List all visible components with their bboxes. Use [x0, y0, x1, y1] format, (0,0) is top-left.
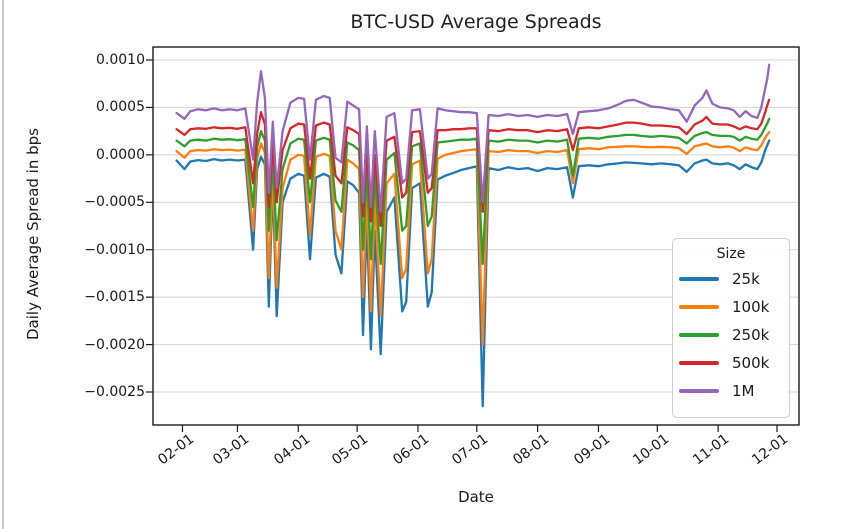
legend-line-swatch — [679, 277, 719, 281]
series-line-100k — [175, 130, 771, 346]
y-tick-label: 0.0005 — [96, 99, 145, 116]
legend-entry-250k: 250k — [673, 321, 789, 349]
legend-entry-500k: 500k — [673, 349, 789, 377]
legend-title: Size — [716, 246, 746, 262]
page-left-border — [2, 0, 4, 529]
series-line-250k — [175, 117, 771, 266]
legend-entry-label: 500k — [732, 354, 770, 372]
legend-line-swatch — [679, 305, 719, 309]
legend-line-swatch — [679, 333, 719, 337]
legend-entry-label: 250k — [732, 326, 770, 344]
axes-spines — [152, 46, 800, 426]
y-axis-label: Daily Average Spread in bps — [24, 128, 42, 340]
x-axis-label: Date — [458, 488, 494, 506]
legend-entry-100k: 100k — [673, 293, 789, 321]
legend-entry-1M: 1M — [673, 377, 789, 405]
legend-entry-label: 100k — [732, 298, 770, 316]
y-tick-label: −0.0020 — [84, 336, 145, 353]
legend-line-swatch — [679, 361, 719, 365]
legend-entry-label: 25k — [732, 270, 760, 288]
y-tick-label: −0.0010 — [84, 241, 145, 258]
y-tick-label: 0.0010 — [96, 52, 145, 68]
y-tick-label: −0.0015 — [84, 289, 145, 306]
legend-line-swatch — [679, 389, 719, 393]
legend-entry-25k: 25k — [673, 265, 789, 293]
series-line-1M — [175, 63, 771, 213]
legend: Size 25k 100k 250k 500k 1M — [672, 238, 790, 418]
y-tick-label: 0.0000 — [96, 146, 145, 163]
y-tick-label: −0.0025 — [84, 384, 145, 400]
chart-title: BTC-USD Average Spreads — [350, 11, 602, 33]
legend-entry-label: 1M — [732, 382, 755, 400]
y-tick-label: −0.0005 — [84, 194, 145, 211]
